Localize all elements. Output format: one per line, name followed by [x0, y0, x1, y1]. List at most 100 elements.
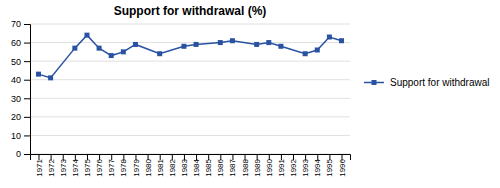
y-tick-mark	[24, 24, 30, 25]
point	[278, 44, 283, 49]
x-tick: 1990	[265, 154, 274, 177]
x-tick-label: 1992	[289, 158, 298, 176]
x-tick: 1975	[83, 154, 92, 177]
y-tick-mark	[24, 61, 30, 62]
y-tick-mark	[24, 43, 30, 44]
y-tick-label: 0	[16, 149, 21, 159]
x-tick-label: 1973	[59, 158, 68, 176]
x-tick: 1993	[301, 154, 310, 177]
y-tick: 0	[16, 149, 30, 159]
y-tick: 50	[11, 57, 30, 67]
x-tick: 1974	[71, 154, 80, 177]
x-tick: 1985	[204, 154, 213, 177]
x-tick: 1976	[95, 154, 104, 177]
x-tick-label: 1988	[241, 158, 250, 176]
point	[109, 53, 114, 58]
grid-line	[30, 116, 350, 117]
x-tick: 1995	[325, 154, 334, 177]
point	[157, 51, 162, 56]
grid-line	[30, 98, 350, 99]
point	[303, 51, 308, 56]
x-tick-label: 1980	[144, 158, 153, 176]
y-axis: 0 10 20 30 40 50 60 70	[11, 19, 31, 159]
y-axis-line	[24, 25, 31, 155]
x-tick-label: 1982	[168, 158, 177, 176]
marks	[36, 33, 344, 81]
x-tick-label: 1990	[265, 158, 274, 176]
point	[218, 40, 223, 45]
point	[48, 75, 53, 80]
x-tick-label: 1978	[119, 158, 128, 176]
y-tick: 60	[11, 38, 30, 48]
x-tick-label: 1989	[253, 158, 262, 176]
y-tick-label: 20	[11, 112, 21, 122]
x-tick-label: 1991	[277, 158, 286, 176]
y-tick: 40	[11, 75, 30, 85]
grid-line	[30, 24, 350, 25]
x-tick: 1983	[180, 154, 189, 177]
y-tick-label: 40	[11, 75, 21, 85]
point	[181, 44, 186, 49]
x-tick-label: 1976	[95, 158, 104, 176]
x-tick-label: 1981	[156, 158, 165, 176]
title: Support for withdrawal (%)	[114, 4, 267, 18]
x-tick-label: 1975	[83, 158, 92, 176]
y-tick: 10	[11, 131, 30, 141]
y-tick: 20	[11, 112, 30, 122]
x-tick: 1981	[156, 154, 165, 177]
x-tick-label: 1971	[35, 158, 44, 176]
x-tick: 1972	[47, 154, 56, 177]
y-tick: 70	[11, 19, 30, 29]
y-tick-label: 60	[11, 38, 21, 48]
x-tick-label: 1985	[204, 158, 213, 176]
x-tick-label: 1987	[228, 158, 237, 176]
y-tick-label: 70	[11, 19, 21, 29]
legend: Support for withdrawal	[364, 77, 490, 88]
y-tick-mark	[24, 154, 30, 155]
legend-swatch-marker	[372, 80, 377, 85]
x-tick: 1977	[107, 154, 116, 177]
y-tick-label: 10	[11, 131, 21, 141]
x-tick: 1979	[132, 154, 141, 177]
x-tick-label: 1977	[107, 158, 116, 176]
plot: 0102030405060701971197219731974197519761…	[11, 19, 351, 176]
x-tick-label: 1979	[132, 158, 141, 176]
y-tick-mark	[24, 135, 30, 136]
x-tick: 1982	[168, 154, 177, 177]
grid	[30, 24, 350, 154]
point	[230, 38, 235, 43]
x-tick-label: 1983	[180, 158, 189, 176]
x-axis: 19711972197319741975197619771978 19791980…	[31, 154, 351, 177]
y-tick: 30	[11, 94, 30, 104]
x-tick: 1994	[313, 154, 322, 177]
x-tick: 1988	[241, 154, 250, 177]
point	[133, 42, 138, 47]
point	[72, 46, 77, 51]
x-tick-label: 1986	[216, 158, 225, 176]
x-tick: 1992	[289, 154, 298, 177]
point	[266, 40, 271, 45]
grid-line	[30, 79, 350, 80]
grid-line	[30, 42, 350, 43]
point	[121, 49, 126, 54]
grid-line	[30, 61, 350, 62]
x-tick: 1989	[253, 154, 262, 177]
grid-line	[30, 135, 350, 136]
point	[194, 42, 199, 47]
x-tick-label: 1972	[47, 158, 56, 176]
x-tick: 1996	[338, 154, 347, 177]
y-tick-label: 30	[11, 94, 21, 104]
x-tick-label: 1984	[192, 158, 201, 176]
point	[327, 35, 332, 40]
x-tick: 1984	[192, 154, 201, 177]
legend-item: Support for withdrawal	[364, 77, 490, 88]
point	[84, 33, 89, 38]
x-tick-label: 1995	[325, 158, 334, 176]
x-tick: 1980	[144, 154, 153, 177]
line	[38, 35, 341, 78]
point	[36, 72, 41, 77]
y-tick-label: 50	[11, 57, 21, 67]
x-tick: 1978	[119, 154, 128, 177]
point	[315, 48, 320, 53]
x-tick: 1987	[228, 154, 237, 177]
